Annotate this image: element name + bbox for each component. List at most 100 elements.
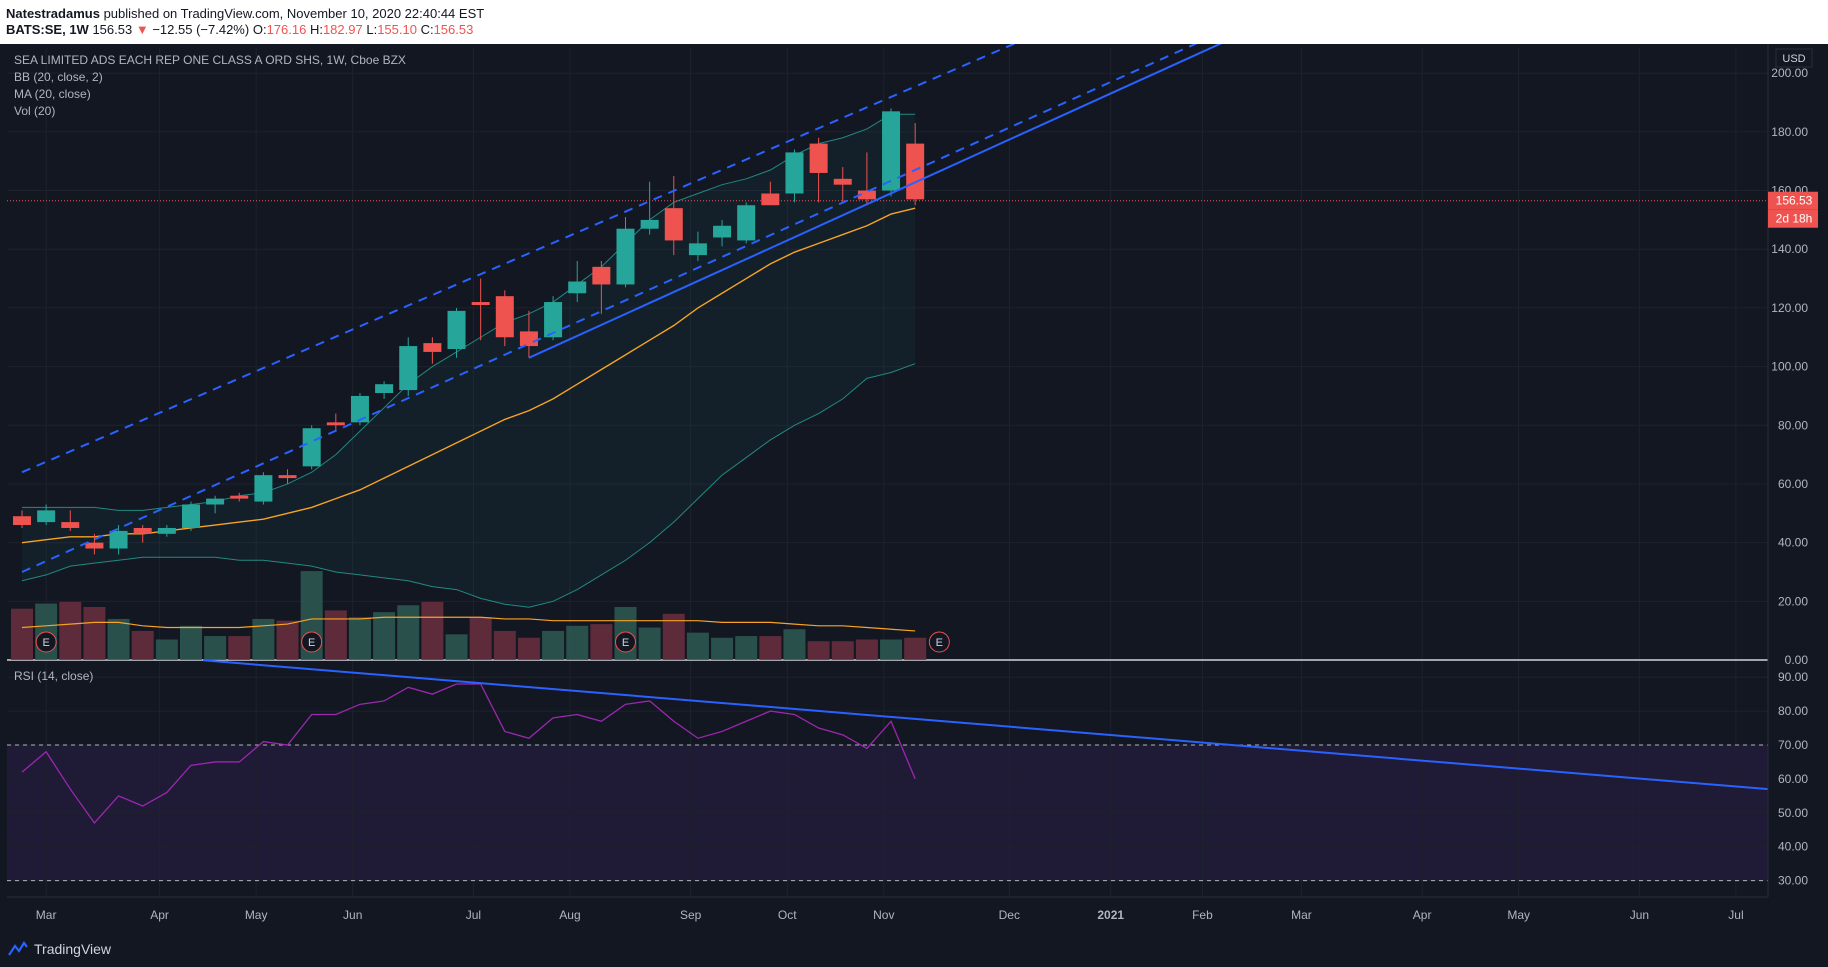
price-tag-box [1768, 191, 1818, 210]
bb-upper-line [22, 113, 916, 511]
countdown-label: 2d 18h [1776, 212, 1813, 226]
volume-bar [638, 627, 661, 660]
candle-body [375, 384, 394, 394]
price-tick-label: 120.00 [1771, 301, 1808, 315]
candle-body [640, 219, 659, 229]
volume-bar [155, 639, 178, 660]
axes: 0.00 20.00 40.00 60.00 80.00 100.00 120.00 140.… [7, 44, 1828, 922]
countdown-box [1768, 209, 1818, 228]
price-tick-label: 140.00 [1771, 242, 1808, 256]
candle-body [85, 542, 104, 549]
candle-body [350, 395, 369, 423]
price-tick-label: 20.00 [1778, 594, 1808, 608]
footer: TradingView [0, 932, 1828, 967]
candle-body [109, 530, 128, 549]
price-tick-label: 40.00 [1778, 536, 1808, 550]
volume-bar [542, 630, 565, 660]
last-price: 156.53 [92, 22, 133, 37]
time-tick-label: Jul [1728, 908, 1743, 922]
volume-bar [783, 629, 806, 660]
price-change: −12.55 (−7.42%) [152, 22, 250, 37]
candle-body [857, 190, 876, 200]
volume-bars [11, 571, 927, 660]
rsi-tick-label: 80.00 [1778, 704, 1808, 718]
candle-body [206, 498, 225, 505]
chart-canvas[interactable]: E E E E 0.00 20.00 40.00 60.00 80.00 100.00 120.0… [0, 44, 1828, 932]
volume-bar [831, 641, 854, 660]
legend-bb: BB (20, close, 2) [14, 70, 103, 84]
trendline-rsi-downtrend [202, 659, 1809, 794]
candle-body [688, 243, 707, 256]
candle-body [809, 143, 828, 173]
volume-bar [469, 617, 492, 660]
volume-bar [373, 612, 396, 660]
rsi-tick-label: 60.00 [1778, 772, 1808, 786]
close-label: C: [420, 22, 434, 37]
volume-bar [445, 634, 468, 660]
candle-body [278, 475, 297, 479]
volume-bar [735, 636, 758, 660]
volume-bar [204, 636, 227, 660]
rsi-tick-label: 90.00 [1778, 670, 1808, 684]
brand-name[interactable]: TradingView [34, 941, 112, 957]
high-value: 182.97 [322, 22, 363, 37]
candle-body [906, 143, 925, 200]
volume-bar [59, 601, 82, 660]
earnings-marker [615, 631, 636, 653]
volume-bar [590, 624, 613, 660]
author[interactable]: Natestradamus [6, 6, 100, 21]
legend-title: SEA LIMITED ADS EACH REP ONE CLASS A ORD… [14, 53, 406, 67]
bb-fill [22, 114, 916, 608]
published-info: published on TradingView.com, November 1… [103, 6, 485, 21]
volume-bar [131, 630, 154, 660]
volume-bar [228, 636, 251, 660]
high-label: H: [309, 22, 323, 37]
time-tick-label: Nov [873, 908, 894, 922]
candle-body [230, 495, 249, 499]
price-tick-label: 200.00 [1771, 66, 1808, 80]
candle-body [13, 516, 31, 526]
price-tick-label: 0.00 [1785, 653, 1809, 667]
price-tick-label: 100.00 [1771, 360, 1808, 374]
candle-body [157, 527, 176, 534]
currency-box [1775, 48, 1813, 68]
candle-body [37, 510, 56, 523]
volume-bar [493, 630, 516, 660]
volume-bar [252, 618, 275, 660]
candle-body [664, 208, 683, 241]
trendline-channel-upper-dashed [21, 44, 1017, 474]
candle-body [133, 527, 152, 534]
symbol[interactable]: BATS:SE, 1W [6, 22, 89, 37]
earnings-marker-label: E [308, 637, 315, 649]
candle-body [519, 331, 538, 347]
rsi-line [21, 683, 916, 825]
time-tick-label: Sep [680, 908, 702, 922]
time-tick-label: 2021 [1097, 908, 1124, 922]
trendlines[interactable] [21, 44, 1809, 794]
time-tick-label: Dec [999, 908, 1020, 922]
volume-bar [348, 617, 371, 660]
earnings-marker [301, 631, 323, 653]
close-value: 156.53 [433, 22, 474, 37]
legend-vol: Vol (20) [14, 104, 55, 118]
time-tick-label: Apr [1413, 908, 1432, 922]
time-tick-label: Jun [1630, 908, 1649, 922]
candle-body [399, 346, 418, 391]
candle-body [302, 428, 321, 467]
volume-bar [421, 601, 444, 660]
rsi-panel [21, 683, 916, 825]
volume-ma-line [21, 616, 916, 632]
volume-bar [107, 618, 130, 660]
header: Natestradamus published on TradingView.c… [0, 0, 1828, 44]
time-tick-label: May [1507, 908, 1530, 922]
time-tick-label: Jun [343, 908, 362, 922]
earnings-marker-label: E [42, 637, 49, 649]
candle-body [833, 178, 852, 185]
volume-bar [517, 637, 540, 660]
time-tick-label: Feb [1192, 908, 1213, 922]
candle-body [447, 310, 466, 349]
candle-body [568, 281, 587, 294]
price-tick-label: 60.00 [1778, 477, 1808, 491]
legend-ma: MA (20, close) [14, 87, 91, 101]
volume-bar [83, 606, 106, 660]
